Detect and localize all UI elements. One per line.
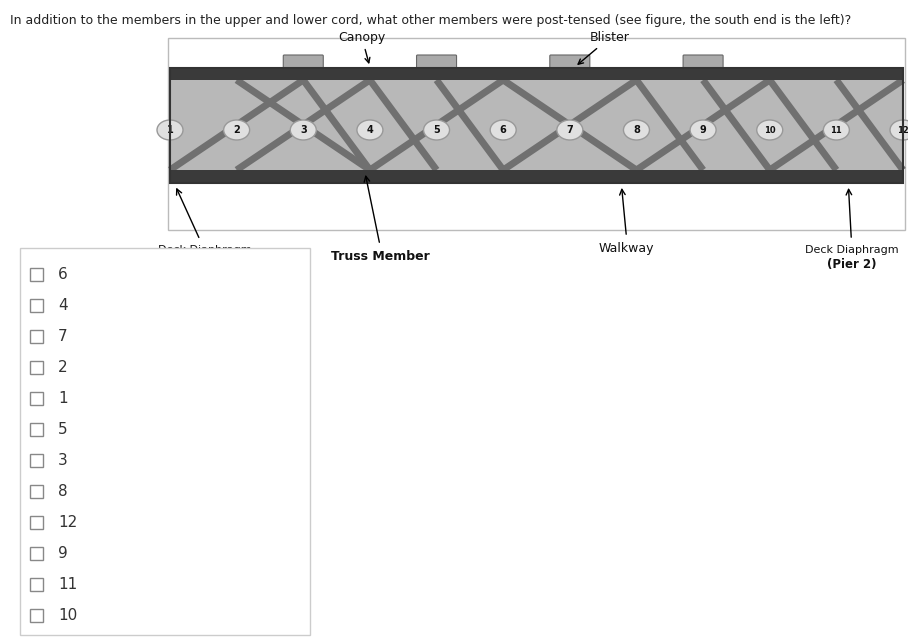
Text: 8: 8 — [58, 484, 67, 499]
Ellipse shape — [357, 120, 383, 140]
Bar — [30, 299, 43, 312]
Text: (End Bent 1): (End Bent 1) — [163, 258, 246, 271]
Text: Deck Diaphragm: Deck Diaphragm — [158, 245, 252, 255]
Bar — [168, 38, 905, 230]
Bar — [30, 609, 43, 622]
Text: Blister: Blister — [578, 31, 630, 64]
Text: 5: 5 — [433, 125, 439, 135]
Bar — [30, 485, 43, 498]
Text: 3: 3 — [58, 453, 68, 468]
Text: 10: 10 — [58, 608, 77, 623]
Text: 8: 8 — [633, 125, 640, 135]
Text: 4: 4 — [58, 298, 67, 313]
Bar — [30, 454, 43, 467]
Bar — [30, 268, 43, 281]
Text: 12: 12 — [897, 126, 908, 135]
Bar — [30, 423, 43, 436]
Text: Canopy: Canopy — [339, 31, 386, 63]
Text: Walkway: Walkway — [598, 242, 654, 255]
Bar — [20, 248, 310, 635]
Text: 2: 2 — [233, 125, 240, 135]
Text: 12: 12 — [58, 515, 77, 530]
Text: 1: 1 — [167, 125, 173, 135]
FancyBboxPatch shape — [417, 55, 457, 71]
Text: Truss Member: Truss Member — [331, 250, 429, 263]
Text: 11: 11 — [831, 126, 843, 135]
Text: 7: 7 — [58, 329, 67, 344]
Ellipse shape — [490, 120, 516, 140]
Bar — [170, 170, 903, 183]
Text: 3: 3 — [300, 125, 307, 135]
Text: 6: 6 — [499, 125, 507, 135]
Text: 5: 5 — [58, 422, 67, 437]
Ellipse shape — [824, 120, 849, 140]
Text: Deck Diaphragm: Deck Diaphragm — [804, 245, 898, 255]
Text: 9: 9 — [58, 546, 68, 561]
Ellipse shape — [690, 120, 716, 140]
Bar — [30, 547, 43, 560]
Text: 1: 1 — [58, 391, 67, 406]
Ellipse shape — [624, 120, 649, 140]
Bar — [30, 392, 43, 405]
Text: In addition to the members in the upper and lower cord, what other members were : In addition to the members in the upper … — [10, 14, 852, 27]
Ellipse shape — [223, 120, 250, 140]
Bar — [170, 68, 903, 183]
FancyBboxPatch shape — [550, 55, 590, 71]
Ellipse shape — [157, 120, 183, 140]
Bar — [170, 68, 903, 80]
Text: 11: 11 — [58, 577, 77, 592]
Text: 7: 7 — [567, 125, 573, 135]
Bar — [170, 80, 903, 170]
Text: 10: 10 — [764, 126, 775, 135]
Bar — [170, 68, 903, 80]
Bar — [30, 330, 43, 343]
Bar — [30, 361, 43, 374]
Ellipse shape — [756, 120, 783, 140]
Bar — [30, 578, 43, 591]
Bar — [170, 170, 903, 183]
Ellipse shape — [291, 120, 316, 140]
Ellipse shape — [423, 120, 449, 140]
Text: 6: 6 — [58, 267, 68, 282]
FancyBboxPatch shape — [283, 55, 323, 71]
Bar — [30, 516, 43, 529]
FancyBboxPatch shape — [683, 55, 723, 71]
Ellipse shape — [890, 120, 908, 140]
Text: (Pier 2): (Pier 2) — [826, 258, 876, 271]
Text: 2: 2 — [58, 360, 67, 375]
Text: 4: 4 — [367, 125, 373, 135]
Text: 9: 9 — [700, 125, 706, 135]
Ellipse shape — [557, 120, 583, 140]
